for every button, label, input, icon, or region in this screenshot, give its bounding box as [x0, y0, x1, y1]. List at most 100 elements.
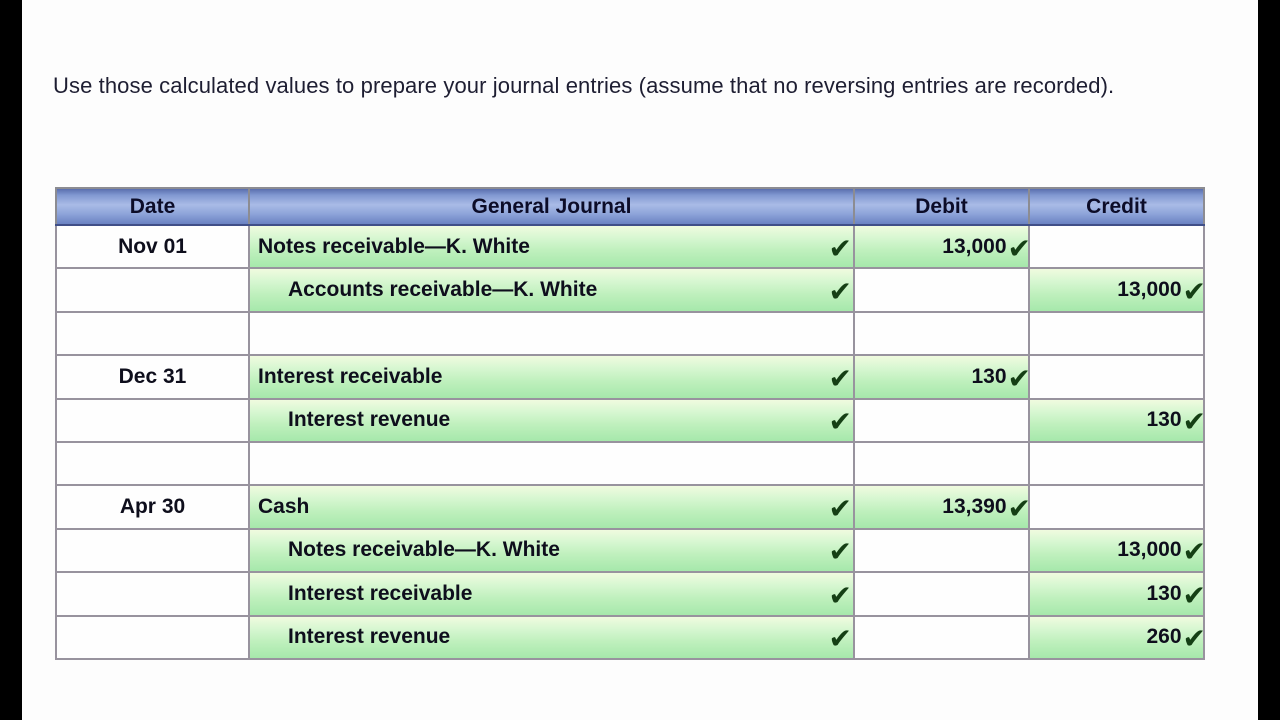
table-row — [55, 440, 1205, 487]
debit-amount: 13,000 — [942, 234, 1007, 258]
check-icon: ✔ — [1182, 405, 1206, 439]
video-pillarbox-left — [0, 0, 22, 720]
table-row: Interest revenue ✔ 260 ✔ — [55, 614, 1206, 660]
check-icon: ✔ — [1182, 578, 1206, 612]
debit-cell — [853, 397, 1030, 443]
credit-amount: 13,000 — [1117, 278, 1182, 302]
account-cell — [248, 440, 855, 487]
account-name: Accounts receivable—K. White — [288, 278, 598, 302]
credit-cell: 130 ✔ — [1028, 397, 1206, 443]
check-icon: ✔ — [1182, 535, 1206, 569]
credit-cell: 260 ✔ — [1028, 614, 1206, 660]
account-cell: Cash ✔ — [248, 484, 855, 530]
date-cell — [55, 397, 250, 443]
account-name: Notes receivable—K. White — [258, 234, 530, 258]
credit-cell: 13,000 ✔ — [1028, 267, 1206, 313]
header-general-journal: General Journal — [248, 187, 855, 226]
credit-cell-inner: 130 ✔ — [1030, 578, 1206, 612]
account-cell-inner: Interest revenue ✔ — [250, 405, 853, 439]
debit-cell: 13,390 ✔ — [853, 484, 1031, 530]
table-row: Interest revenue ✔ 130 ✔ — [55, 397, 1206, 443]
header-credit: Credit — [1028, 187, 1205, 226]
account-cell: Interest receivable ✔ — [248, 354, 855, 400]
check-icon: ✔ — [1182, 275, 1206, 309]
credit-amount: 130 — [1146, 408, 1182, 432]
debit-cell-inner: 13,390 ✔ — [855, 495, 1031, 523]
table-row — [55, 310, 1205, 357]
account-cell: Accounts receivable—K. White ✔ — [248, 267, 855, 313]
account-cell-inner: Cash ✔ — [250, 492, 853, 526]
date-cell: Dec 31 — [55, 354, 250, 400]
credit-cell-inner: 13,000 ✔ — [1030, 275, 1206, 309]
account-cell-inner: Notes receivable—K. White ✔ — [250, 231, 853, 265]
debit-cell — [853, 527, 1030, 574]
debit-cell — [853, 310, 1030, 357]
credit-cell — [1028, 440, 1205, 487]
credit-cell — [1028, 310, 1205, 357]
account-cell: Notes receivable—K. White ✔ — [248, 223, 855, 270]
debit-cell — [853, 614, 1030, 660]
journal-table-header: Date General Journal Debit Credit — [55, 187, 1205, 226]
debit-amount: 13,390 — [942, 495, 1007, 519]
journal-entries-table-container: Date General Journal Debit Credit Nov 01… — [55, 187, 1206, 660]
account-cell-inner: Interest revenue ✔ — [250, 622, 853, 656]
account-cell-inner: Notes receivable—K. White ✔ — [250, 535, 853, 569]
header-debit: Debit — [853, 187, 1030, 226]
account-cell: Interest receivable ✔ — [248, 571, 855, 617]
check-icon: ✔ — [828, 405, 852, 439]
date-cell — [55, 310, 250, 357]
account-cell: Interest revenue ✔ — [248, 397, 855, 443]
debit-amount: 130 — [971, 364, 1007, 388]
credit-cell — [1028, 223, 1205, 270]
credit-cell — [1028, 354, 1205, 400]
debit-cell: 130 ✔ — [853, 354, 1031, 400]
instruction-text: Use those calculated values to prepare y… — [53, 73, 1115, 98]
account-name: Notes receivable—K. White — [288, 538, 560, 562]
check-icon: ✔ — [1182, 622, 1206, 656]
check-icon: ✔ — [828, 275, 852, 309]
credit-amount: 13,000 — [1117, 538, 1182, 562]
table-row: Notes receivable—K. White ✔ 13,000 ✔ — [55, 527, 1206, 574]
credit-amount: 130 — [1146, 581, 1182, 605]
check-icon: ✔ — [828, 492, 852, 526]
date-cell — [55, 614, 250, 660]
check-icon: ✔ — [828, 535, 852, 569]
account-cell: Interest revenue ✔ — [248, 614, 855, 660]
check-icon: ✔ — [1007, 361, 1031, 395]
table-row: Dec 31 Interest receivable ✔ 130 ✔ — [55, 354, 1205, 400]
credit-cell-inner: 13,000 ✔ — [1030, 535, 1206, 569]
check-icon: ✔ — [828, 231, 852, 265]
table-row: Accounts receivable—K. White ✔ 13,000 ✔ — [55, 267, 1206, 313]
account-name: Interest receivable — [288, 581, 473, 605]
date-cell — [55, 571, 250, 617]
credit-amount: 260 — [1146, 625, 1182, 649]
check-icon: ✔ — [828, 361, 852, 395]
video-pillarbox-right — [1258, 0, 1280, 720]
date-cell: Nov 01 — [55, 223, 250, 270]
account-name: Interest revenue — [288, 625, 451, 649]
journal-table-body: Nov 01 Notes receivable—K. White ✔ 13,000 ✔ A… — [55, 223, 1206, 660]
debit-cell-inner: 13,000 ✔ — [855, 231, 1031, 265]
account-cell-inner: Accounts receivable—K. White ✔ — [250, 275, 853, 309]
table-row: Apr 30 Cash ✔ 13,390 ✔ — [55, 484, 1205, 530]
credit-cell-inner: 130 ✔ — [1030, 405, 1206, 439]
date-cell — [55, 267, 250, 313]
account-name: Interest receivable — [258, 364, 443, 388]
header-row: Date General Journal Debit Credit — [55, 187, 1205, 226]
debit-cell: 13,000 ✔ — [853, 223, 1031, 270]
debit-cell — [853, 440, 1030, 487]
credit-cell: 13,000 ✔ — [1028, 527, 1206, 574]
table-row: Nov 01 Notes receivable—K. White ✔ 13,000 ✔ — [55, 223, 1205, 270]
debit-cell — [853, 571, 1030, 617]
check-icon: ✔ — [1007, 231, 1031, 265]
header-date: Date — [55, 187, 250, 226]
account-cell-inner: Interest receivable ✔ — [250, 361, 853, 395]
account-cell-inner: Interest receivable ✔ — [250, 581, 853, 609]
account-cell: Notes receivable—K. White ✔ — [248, 527, 855, 574]
journal-table: Date General Journal Debit Credit Nov 01… — [55, 187, 1206, 660]
table-row: Interest receivable ✔ 130 ✔ — [55, 571, 1206, 617]
check-icon: ✔ — [828, 622, 852, 656]
account-name: Interest revenue — [288, 408, 451, 432]
account-cell — [248, 310, 855, 357]
credit-cell — [1028, 484, 1205, 530]
